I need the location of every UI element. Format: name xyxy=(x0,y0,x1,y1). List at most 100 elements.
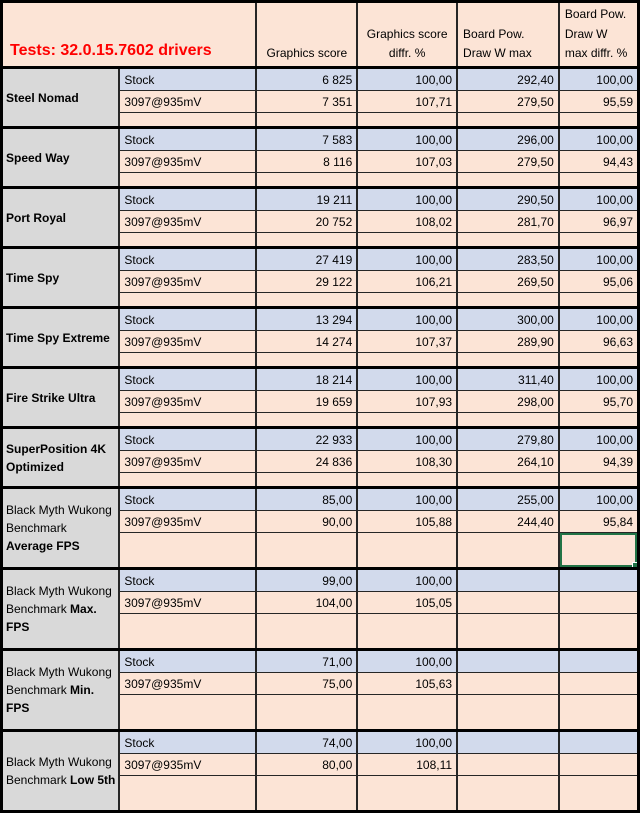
variant-cell-oc[interactable]: 3097@935mV xyxy=(118,591,258,614)
value-cell[interactable]: 8 116 xyxy=(255,150,359,173)
column-header-board-power[interactable]: Board Pow. Draw W max xyxy=(456,1,560,68)
variant-cell-oc[interactable]: 3097@935mV xyxy=(118,210,258,233)
value-cell[interactable]: 100,00 xyxy=(356,66,459,91)
spacer-cell[interactable] xyxy=(118,352,258,368)
value-cell[interactable]: 100,00 xyxy=(356,366,459,391)
value-cell[interactable]: 100,00 xyxy=(557,246,640,271)
value-cell[interactable]: 95,84 xyxy=(557,510,640,533)
value-cell[interactable]: 300,00 xyxy=(456,306,560,331)
spacer-cell[interactable] xyxy=(456,412,560,428)
spacer-cell[interactable] xyxy=(255,292,359,308)
value-cell[interactable]: 100,00 xyxy=(557,186,640,211)
value-cell[interactable]: 107,37 xyxy=(356,330,459,353)
column-header-graphics-score[interactable]: Graphics score xyxy=(255,1,359,68)
value-cell[interactable]: 13 294 xyxy=(255,306,359,331)
spacer-cell[interactable] xyxy=(118,292,258,308)
value-cell[interactable]: 20 752 xyxy=(255,210,359,233)
spacer-cell[interactable] xyxy=(118,532,258,569)
spacer-cell[interactable] xyxy=(255,412,359,428)
value-cell[interactable]: 100,00 xyxy=(557,306,640,331)
spacer-cell[interactable] xyxy=(118,232,258,248)
spacer-cell[interactable] xyxy=(255,613,359,650)
spacer-cell[interactable] xyxy=(255,112,359,128)
value-cell[interactable]: 7 583 xyxy=(255,126,359,151)
variant-cell-stock[interactable]: Stock xyxy=(118,186,258,211)
value-cell[interactable] xyxy=(456,672,560,695)
spacer-cell[interactable] xyxy=(456,613,560,650)
value-cell[interactable]: 108,02 xyxy=(356,210,459,233)
spacer-cell[interactable] xyxy=(456,352,560,368)
variant-cell-oc[interactable]: 3097@935mV xyxy=(118,390,258,413)
value-cell[interactable]: 107,93 xyxy=(356,390,459,413)
test-name-black-myth-wukong-low-5th[interactable]: Black Myth Wukong Benchmark Low 5th xyxy=(0,729,121,812)
test-name-black-myth-wukong-max-fps[interactable]: Black Myth Wukong Benchmark Max. FPS xyxy=(0,567,121,650)
value-cell[interactable]: 105,05 xyxy=(356,591,459,614)
test-name-time-spy-extreme[interactable]: Time Spy Extreme xyxy=(0,306,121,368)
value-cell[interactable]: 244,40 xyxy=(456,510,560,533)
value-cell[interactable]: 105,88 xyxy=(356,510,459,533)
variant-cell-stock[interactable]: Stock xyxy=(118,366,258,391)
value-cell[interactable]: 95,06 xyxy=(557,270,640,293)
value-cell[interactable]: 100,00 xyxy=(356,729,459,754)
value-cell[interactable]: 100,00 xyxy=(356,486,459,511)
test-name-superposition-4k-optimized[interactable]: SuperPosition 4K Optimized xyxy=(0,426,121,488)
value-cell[interactable] xyxy=(557,753,640,776)
value-cell[interactable]: 100,00 xyxy=(356,648,459,673)
value-cell[interactable] xyxy=(557,648,640,673)
value-cell[interactable]: 100,00 xyxy=(557,486,640,511)
value-cell[interactable] xyxy=(456,567,560,592)
value-cell[interactable] xyxy=(456,753,560,776)
value-cell[interactable]: 100,00 xyxy=(356,306,459,331)
spacer-cell[interactable] xyxy=(456,694,560,731)
test-name-fire-strike-ultra[interactable]: Fire Strike Ultra xyxy=(0,366,121,428)
spacer-cell[interactable] xyxy=(456,472,560,488)
spacer-cell[interactable] xyxy=(356,613,459,650)
value-cell[interactable] xyxy=(456,648,560,673)
variant-cell-oc[interactable]: 3097@935mV xyxy=(118,672,258,695)
variant-cell-oc[interactable]: 3097@935mV xyxy=(118,150,258,173)
value-cell[interactable]: 100,00 xyxy=(557,426,640,451)
value-cell[interactable]: 74,00 xyxy=(255,729,359,754)
spacer-cell[interactable] xyxy=(356,292,459,308)
spacer-cell[interactable] xyxy=(255,172,359,188)
variant-cell-stock[interactable]: Stock xyxy=(118,648,258,673)
spacer-cell[interactable] xyxy=(456,292,560,308)
value-cell[interactable]: 279,50 xyxy=(456,90,560,113)
variant-cell-stock[interactable]: Stock xyxy=(118,486,258,511)
spacer-cell[interactable] xyxy=(356,775,459,812)
value-cell[interactable] xyxy=(557,591,640,614)
value-cell[interactable]: 27 419 xyxy=(255,246,359,271)
value-cell[interactable]: 80,00 xyxy=(255,753,359,776)
spacer-cell[interactable] xyxy=(118,694,258,731)
value-cell[interactable]: 100,00 xyxy=(557,366,640,391)
variant-cell-stock[interactable]: Stock xyxy=(118,729,258,754)
value-cell[interactable]: 100,00 xyxy=(557,66,640,91)
spacer-cell[interactable] xyxy=(557,694,640,731)
spacer-cell[interactable] xyxy=(557,292,640,308)
spacer-cell[interactable] xyxy=(255,694,359,731)
spacer-cell[interactable] xyxy=(356,232,459,248)
value-cell[interactable]: 94,39 xyxy=(557,450,640,473)
spacer-cell[interactable] xyxy=(356,172,459,188)
spacer-cell[interactable] xyxy=(356,694,459,731)
spacer-cell[interactable] xyxy=(557,613,640,650)
value-cell[interactable]: 100,00 xyxy=(356,126,459,151)
value-cell[interactable]: 108,30 xyxy=(356,450,459,473)
test-name-black-myth-wukong-average-fps[interactable]: Black Myth Wukong Benchmark Average FPS xyxy=(0,486,121,569)
variant-cell-oc[interactable]: 3097@935mV xyxy=(118,90,258,113)
spacer-cell[interactable] xyxy=(255,532,359,569)
value-cell[interactable]: 100,00 xyxy=(356,246,459,271)
value-cell[interactable]: 99,00 xyxy=(255,567,359,592)
variant-cell-stock[interactable]: Stock xyxy=(118,306,258,331)
value-cell[interactable]: 14 274 xyxy=(255,330,359,353)
spacer-cell[interactable] xyxy=(118,112,258,128)
value-cell[interactable]: 108,11 xyxy=(356,753,459,776)
spacer-cell[interactable] xyxy=(557,472,640,488)
spacer-cell[interactable] xyxy=(456,775,560,812)
test-name-black-myth-wukong-min-fps[interactable]: Black Myth Wukong Benchmark Min. FPS xyxy=(0,648,121,731)
value-cell[interactable] xyxy=(557,729,640,754)
value-cell[interactable]: 283,50 xyxy=(456,246,560,271)
value-cell[interactable]: 106,21 xyxy=(356,270,459,293)
value-cell[interactable] xyxy=(456,591,560,614)
spacer-cell[interactable] xyxy=(255,775,359,812)
